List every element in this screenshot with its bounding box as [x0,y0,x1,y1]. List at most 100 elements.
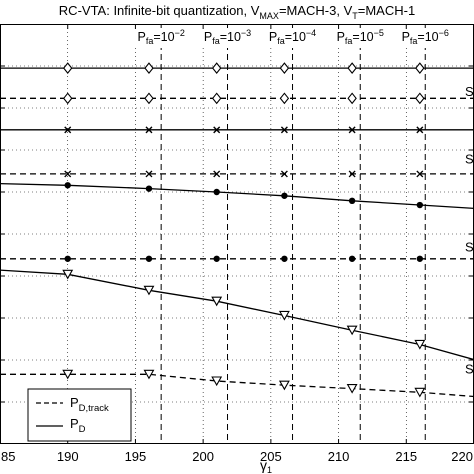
legend-label-track: PD,track [70,395,109,414]
data-point [414,387,426,398]
series-7 [0,269,474,361]
pfa-label-exp: −5 [374,28,384,38]
data-point [279,62,290,74]
data-point [348,170,356,178]
data-point [348,197,356,205]
data-point [280,126,288,134]
diamond-marker [347,92,357,105]
x-tick-label: 195 [125,449,147,464]
data-point [64,182,71,189]
data-point [143,369,155,380]
x-marker [280,126,288,134]
pfa-label-bg [327,28,394,48]
data-point [416,170,424,178]
pfa-label-exp: −4 [306,28,316,38]
data-point [416,255,424,262]
pfa-label: Pfa=10−5 [337,28,384,46]
pfa-label-eq: =10 [153,30,174,44]
dot-marker [348,255,356,262]
legend: PD,track PD [27,388,132,442]
diamond-marker [415,92,425,105]
x-tick-label: 205 [260,449,282,464]
triangle-marker [278,310,290,321]
data-point [145,170,153,178]
x-tick-label: 85 [1,449,15,464]
series-3 [0,126,474,134]
legend-label-pd: PD [70,416,86,435]
data-point [64,255,71,262]
pfa-label-bg [259,28,326,48]
diamond-marker [63,92,73,105]
data-point [348,255,356,262]
pfa-label-eq: =10 [417,30,438,44]
plot-area [0,24,474,444]
data-point [62,269,74,280]
data-point [211,92,222,105]
data-point [281,255,288,262]
data-point [281,192,288,199]
pfa-label-exp: −3 [241,28,251,38]
data-point [64,170,72,178]
pfa-label-exp: −6 [439,28,449,38]
data-point [63,92,73,105]
legend-box [27,388,132,442]
diamond-marker [279,62,290,74]
dot-marker [213,188,220,196]
pfa-label: Pfa=10−4 [269,28,316,46]
legend-label-pd-base: P [70,416,79,431]
triangle-marker [211,376,223,387]
x-axis-label-base: γ [260,457,267,473]
diamond-marker [63,62,73,74]
x-tick-label: 215 [395,449,417,464]
dot-marker [64,255,71,262]
data-point [145,185,153,192]
x-axis-label: γ1 [260,457,272,474]
data-point [213,188,220,196]
pfa-label-sub: fa [410,36,418,46]
dot-marker [416,201,424,209]
x-marker [64,170,72,178]
x-marker [416,126,424,134]
data-point [211,296,223,307]
data-point [213,170,221,178]
series-group [0,62,474,398]
diamond-marker [211,62,222,74]
series-4 [0,170,474,178]
pfa-label-bg [392,28,459,48]
legend-label-pd-sub: D [79,424,86,435]
data-point [415,92,425,105]
pfa-label-base: P [269,30,277,44]
chart-title-end: =MACH-1 [358,3,415,18]
x-tick-label: 220 [451,449,473,464]
side-labels: S S S S [465,84,474,376]
chart-title-mid: =MACH-3, V [279,3,353,18]
triangle-marker [414,339,426,350]
data-point [64,126,72,134]
pfa-label-sub: fa [212,36,220,46]
triangle-marker [346,384,358,394]
pfa-label-sub: fa [277,36,285,46]
data-point [347,62,357,74]
x-marker [64,126,72,134]
data-point [144,62,154,74]
data-point [63,62,73,74]
pfa-label-sub: fa [345,36,353,46]
series-side-label: S [465,361,474,376]
pfa-label: Pfa=10−6 [402,28,449,46]
x-marker [213,170,221,178]
series-2 [0,92,474,105]
x-marker [280,170,288,178]
chart-title-sub1: MAX [259,11,279,21]
pfa-label: Pfa=10−3 [204,28,251,46]
x-marker [348,126,356,134]
series-side-label: S [465,84,474,99]
x-tick-label: 200 [192,449,214,464]
triangle-marker [143,369,155,380]
series-6 [0,255,474,262]
data-point [414,339,426,350]
series-side-label: S [465,151,474,166]
dot-marker [281,255,288,262]
legend-label-track-base: P [70,395,79,410]
data-point [279,92,290,105]
data-point [144,92,154,105]
